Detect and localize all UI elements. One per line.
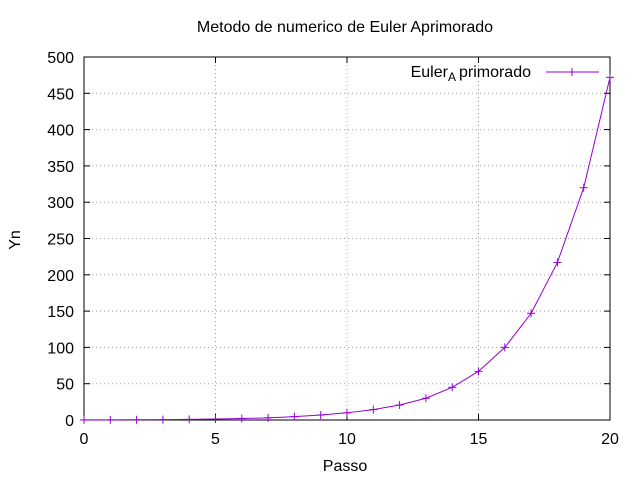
x-tick-label: 5 <box>211 431 220 448</box>
series-layer <box>80 73 614 424</box>
data-point <box>132 415 141 424</box>
chart-title: Metodo de numerico de Euler Aprimorado <box>197 19 493 36</box>
y-tick-label: 200 <box>47 268 74 285</box>
data-point <box>527 309 536 318</box>
y-tick-label: 150 <box>47 304 74 321</box>
x-tick-label: 15 <box>470 431 488 448</box>
data-point <box>448 383 457 392</box>
data-point <box>185 415 194 424</box>
legend: EulerA primorado <box>411 64 599 84</box>
data-point <box>264 413 273 422</box>
legend-label-subscript: A <box>448 70 456 84</box>
y-tick-label: 100 <box>47 340 74 357</box>
data-point <box>474 367 483 376</box>
y-tick-label: 50 <box>56 377 74 394</box>
y-tick-label: 250 <box>47 232 74 249</box>
x-axis-label: Passo <box>323 458 368 475</box>
y-tick-label: 350 <box>47 159 74 176</box>
data-point <box>316 411 325 420</box>
y-tick-label: 450 <box>47 86 74 103</box>
x-tick-label: 0 <box>80 431 89 448</box>
y-axis-label: Yn <box>7 230 24 250</box>
data-point <box>421 394 430 403</box>
data-point <box>500 343 509 352</box>
y-tick-label: 500 <box>47 50 74 67</box>
series-line <box>83 77 611 421</box>
data-point <box>553 258 562 267</box>
x-tick-labels: 0 5 10 15 20 <box>80 431 619 448</box>
y-tick-label: 0 <box>65 413 74 430</box>
x-tick-label: 20 <box>601 431 619 448</box>
data-point <box>290 412 299 421</box>
data-point <box>158 415 167 424</box>
legend-label-name: Euler <box>411 64 449 81</box>
data-point <box>237 414 246 423</box>
x-tick-label: 10 <box>338 431 356 448</box>
y-tick-labels: 0 50 100 150 200 250 300 350 400 450 500 <box>47 50 74 430</box>
data-point <box>606 73 614 82</box>
data-point <box>395 401 404 410</box>
data-point <box>211 415 220 424</box>
data-point <box>369 405 378 414</box>
data-point <box>80 415 88 424</box>
data-point <box>579 183 588 192</box>
grid-lines <box>84 57 610 420</box>
y-tick-label: 400 <box>47 123 74 140</box>
data-point <box>343 408 351 417</box>
legend-label-suffix: primorado <box>459 64 531 81</box>
y-tick-label: 300 <box>47 195 74 212</box>
data-point <box>106 415 115 424</box>
legend-label: EulerA primorado <box>411 64 532 84</box>
